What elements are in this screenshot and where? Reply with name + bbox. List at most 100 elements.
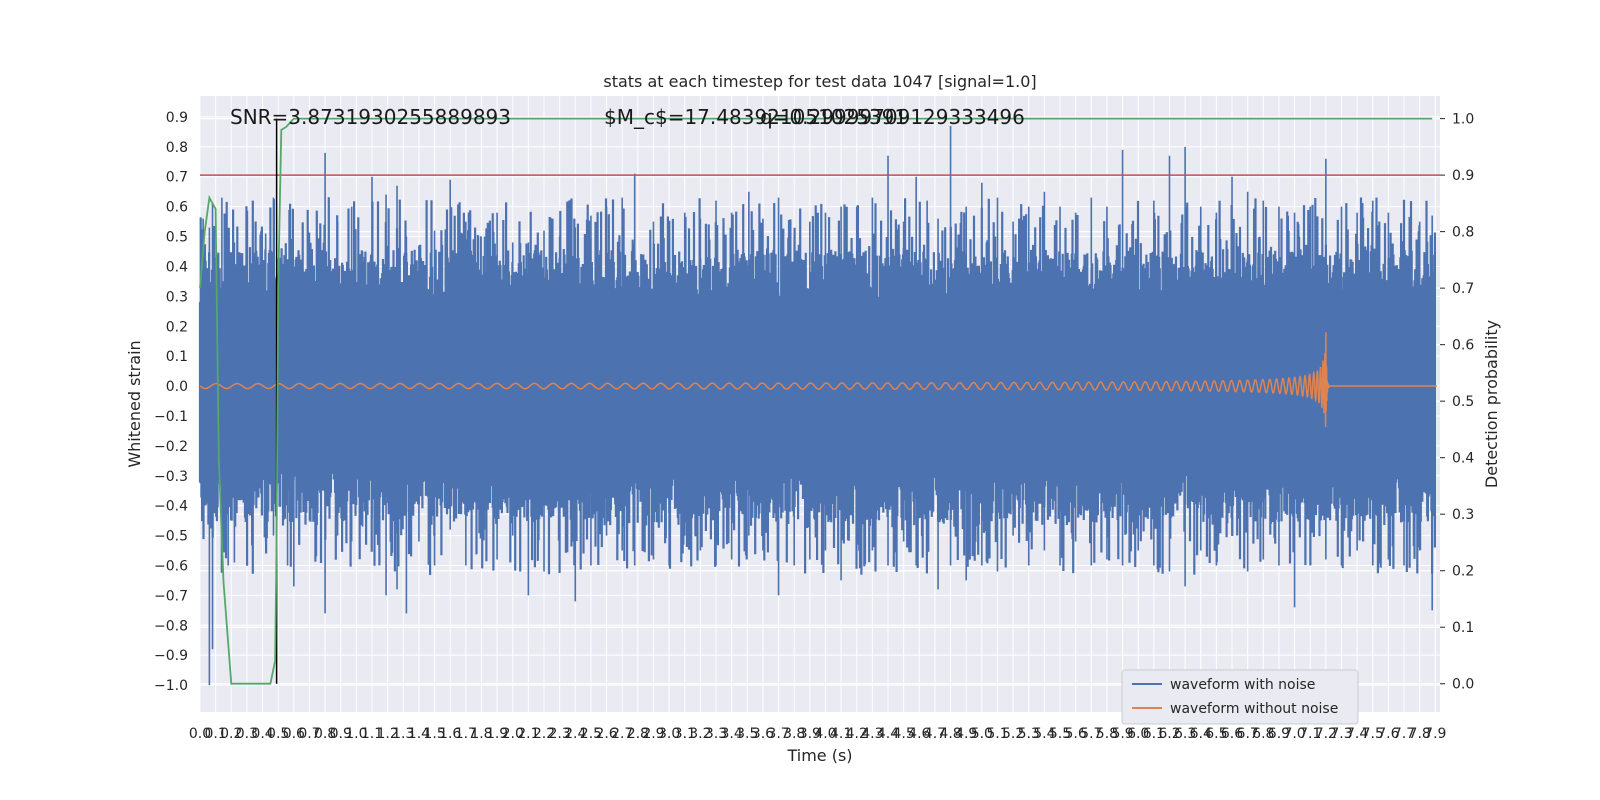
y-axis-ticks: −1.0 −0.9 −0.8 −0.7 −0.6 −0.5 −0.4 −0.3 −0.2 −0.1… [154,110,188,694]
x-tick-label-59: 5.9 [1111,726,1133,742]
y-tick-label-16: 0.6 [166,200,188,216]
x-tick-label-75: 7.5 [1362,726,1384,742]
x-tick-label-73: 7.3 [1330,726,1352,742]
x-tick-label-31: 3.1 [674,726,696,742]
x-tick-label-34: 3.4 [721,726,743,742]
detection-probability-line [199,117,1433,685]
x-tick-label-14: 1.4 [408,726,430,742]
x-tick-label-64: 6.4 [1190,726,1212,742]
x-tick-label-45: 4.5 [893,726,915,742]
legend: waveform with noise waveform without noi… [1121,669,1359,725]
y2-tick-label-9: 0.9 [1452,168,1474,184]
y-tick-label-12: 0.2 [166,319,188,335]
y2-axis-label: Detection probability [1482,320,1501,488]
x-tick-label-26: 2.6 [595,726,617,742]
y-tick-label-17: 0.7 [166,170,188,186]
x-tick-label-33: 3.3 [705,726,727,742]
y-tick-label-15: 0.5 [166,230,188,246]
x-tick-label-21: 2.1 [517,726,539,742]
x-tick-label-41: 4.1 [830,726,852,742]
x-tick-label-7: 0.7 [298,726,320,742]
x-tick-label-47: 4.7 [924,726,946,742]
y-tick-label-14: 0.4 [166,259,188,275]
x-tick-label-65: 6.5 [1205,726,1227,742]
x-tick-label-24: 2.4 [564,726,586,742]
y2-tick-label-3: 0.3 [1452,507,1474,523]
x-tick-label-40: 4.0 [814,726,836,742]
y-tick-label-19: 0.9 [166,110,188,126]
x-tick-label-62: 6.2 [1158,726,1180,742]
x-tick-label-39: 3.9 [799,726,821,742]
x-tick-label-27: 2.7 [611,726,633,742]
x-tick-label-12: 1.2 [377,726,399,742]
y-tick-label-3: −0.7 [154,588,188,604]
x-tick-label-67: 6.7 [1237,726,1259,742]
x-tick-label-48: 4.8 [939,726,961,742]
x-tick-label-54: 5.4 [1033,726,1055,742]
y-axis-label: Whitened strain [125,340,144,467]
clean-waveform-line [199,332,1437,428]
y-tick-label-10: 0.0 [166,379,188,395]
y-tick-label-1: −0.9 [154,648,188,664]
y-tick-label-18: 0.8 [166,140,188,156]
x-tick-label-2: 0.2 [220,726,242,742]
x-tick-label-13: 1.3 [392,726,414,742]
annotation-mc: $M_c$=17.483921051025391 [604,105,907,129]
y-tick-label-2: −0.8 [154,618,188,634]
y-tick-label-7: −0.3 [154,469,188,485]
y-tick-label-5: −0.5 [154,529,188,545]
x-tick-label-11: 1.1 [361,726,383,742]
x-tick-label-74: 7.4 [1346,726,1368,742]
y-tick-label-11: 0.1 [166,349,188,365]
x-tick-label-46: 4.6 [908,726,930,742]
x-tick-label-32: 3.2 [689,726,711,742]
x-tick-label-25: 2.5 [580,726,602,742]
y2-tick-label-2: 0.2 [1452,564,1474,580]
x-tick-label-6: 0.6 [283,726,305,742]
x-tick-label-30: 3.0 [658,726,680,742]
x-tick-label-9: 0.9 [330,726,352,742]
legend-label-clean: waveform without noise [1170,701,1338,717]
x-tick-label-19: 1.9 [486,726,508,742]
y-tick-label-9: −0.1 [154,409,188,425]
x-tick-label-78: 7.8 [1409,726,1431,742]
x-tick-label-28: 2.8 [627,726,649,742]
y2-tick-label-1: 0.1 [1452,620,1474,636]
x-tick-label-3: 0.3 [236,726,258,742]
y2-tick-label-8: 0.8 [1452,225,1474,241]
x-tick-label-10: 1.0 [345,726,367,742]
y-tick-label-13: 0.3 [166,289,188,305]
x-tick-label-66: 6.6 [1221,726,1243,742]
x-tick-label-38: 3.8 [783,726,805,742]
x-tick-label-43: 4.3 [861,726,883,742]
legend-box [1121,669,1359,725]
y2-tick-label-7: 0.7 [1452,281,1474,297]
x-tick-label-69: 6.9 [1268,726,1290,742]
x-axis-ticks: 0.00.10.20.30.40.50.60.70.80.91.01.11.21… [189,726,1447,742]
y2-tick-label-10: 1.0 [1452,112,1474,128]
x-tick-label-0: 0.0 [189,726,211,742]
x-tick-label-37: 3.7 [767,726,789,742]
y2-axis-ticks: 0.0 0.1 0.2 0.3 0.4 0.5 0.6 0.7 0.8 0.9 1.0 [1440,112,1474,693]
y2-tick-label-4: 0.4 [1452,451,1474,467]
overlay-lines [199,117,1440,685]
y-tick-label-8: −0.2 [154,439,188,455]
x-tick-label-20: 2.0 [502,726,524,742]
x-tick-label-35: 3.5 [736,726,758,742]
x-tick-label-15: 1.5 [423,726,445,742]
y-tick-label-0: −1.0 [154,678,188,694]
x-tick-label-63: 6.3 [1174,726,1196,742]
x-tick-label-57: 5.7 [1080,726,1102,742]
y2-tick-label-6: 0.6 [1452,338,1474,354]
series-waveform-without-noise [199,332,1437,428]
x-tick-label-70: 7.0 [1283,726,1305,742]
annotation-snr: SNR=3.8731930255889893 [230,105,511,129]
x-tick-label-23: 2.3 [549,726,571,742]
x-tick-label-60: 6.0 [1127,726,1149,742]
x-tick-label-58: 5.8 [1096,726,1118,742]
chart-title: stats at each timestep for test data 104… [603,72,1036,91]
y2-tick-label-0: 0.0 [1452,677,1474,693]
x-tick-label-36: 3.6 [752,726,774,742]
x-tick-label-4: 0.4 [251,726,273,742]
